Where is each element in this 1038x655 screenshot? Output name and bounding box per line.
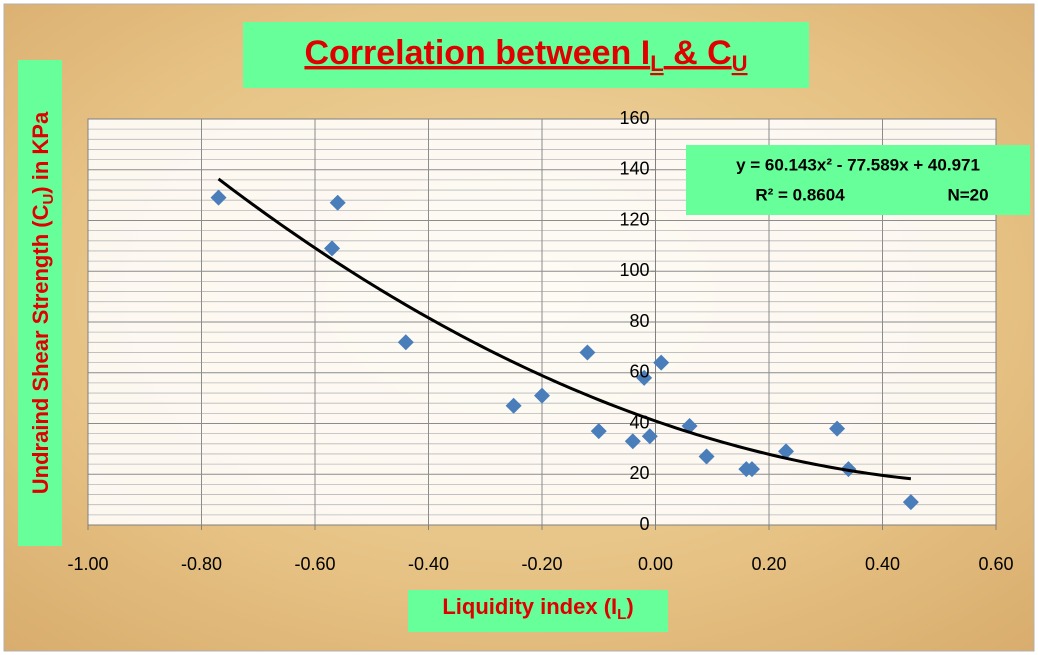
y-axis-label: Undraind Shear Strength (CU) in KPa: [28, 111, 57, 494]
sample-count: N=20: [947, 185, 988, 204]
title-box: [243, 22, 809, 88]
x-tick-label: 0.20: [751, 554, 786, 574]
y-tick-label: 0: [639, 514, 649, 534]
x-tick-label: -1.00: [67, 554, 108, 574]
x-axis-label: Liquidity index (IL): [442, 594, 633, 623]
x-label-text: ): [626, 594, 633, 619]
point: [329, 194, 346, 211]
y-tick-label: 140: [619, 159, 649, 179]
y-tick-label: 60: [629, 362, 649, 382]
x-label-box: [408, 590, 668, 632]
point: [698, 448, 715, 465]
point: [743, 461, 760, 478]
chart-title: Correlation between IL & CU: [304, 34, 747, 76]
trend-equation: y = 60.143x² - 77.589x + 40.971: [736, 155, 980, 174]
y-tick-label: 100: [619, 260, 649, 280]
x-label-text: Liquidity index (I: [442, 594, 617, 619]
point: [641, 428, 658, 445]
x-tick-label: 0.40: [865, 554, 900, 574]
y-label-text: Undraind Shear Strength (C: [28, 204, 53, 494]
point: [902, 494, 919, 511]
title-text: & C: [664, 34, 732, 72]
point: [624, 433, 641, 450]
y-label-sub: U: [40, 194, 57, 205]
x-label-sub: L: [617, 606, 626, 623]
x-tick-label: -0.20: [521, 554, 562, 574]
point: [397, 334, 414, 351]
y-label-box: [18, 60, 62, 546]
point: [590, 423, 607, 440]
point: [505, 397, 522, 414]
point: [653, 354, 670, 371]
point: [210, 189, 227, 206]
x-tick-label: 0.00: [638, 554, 673, 574]
y-tick-label: 80: [629, 311, 649, 331]
y-label-text: ) in KPa: [28, 111, 53, 194]
point: [324, 240, 341, 257]
point: [636, 369, 653, 386]
point: [778, 443, 795, 460]
y-tick-label: 160: [619, 108, 649, 128]
x-tick-label: -0.40: [408, 554, 449, 574]
point: [534, 387, 550, 404]
y-tick-label: 20: [629, 463, 649, 483]
y-tick-label: 120: [619, 209, 649, 229]
title-sub: U: [732, 51, 748, 76]
x-tick-label: -0.80: [181, 554, 222, 574]
point: [829, 420, 846, 437]
trendline: [217, 177, 912, 481]
equation-box: [686, 145, 1030, 215]
title-sub: L: [650, 51, 663, 76]
x-tick-label: -0.60: [294, 554, 335, 574]
title-text: Correlation between I: [304, 34, 650, 72]
r-squared: R² = 0.8604: [755, 185, 845, 204]
x-tick-label: 0.60: [978, 554, 1013, 574]
plot-border: [87, 118, 997, 526]
point: [579, 344, 596, 361]
y-tick-label: 40: [629, 412, 649, 432]
